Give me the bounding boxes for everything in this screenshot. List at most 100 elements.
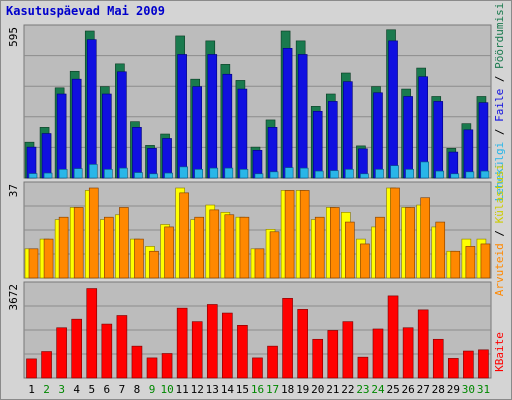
- bar-arvuteid: [149, 250, 159, 279]
- bar-kbaite: [191, 321, 203, 379]
- bar-lehekulgi: [269, 171, 279, 179]
- bar-kbaite: [312, 338, 324, 379]
- bar-arvuteid: [179, 192, 189, 279]
- bar-lehekulgi: [209, 167, 219, 179]
- bar-faile: [463, 129, 474, 179]
- legend-panel-2: Arvuteid / Külastusi: [493, 164, 506, 296]
- x-tick-label: 27: [417, 383, 430, 396]
- bar-kbaite: [282, 298, 293, 379]
- x-tick-label: 5: [88, 383, 95, 396]
- legend-part: KBaite: [493, 332, 506, 372]
- bar-kbaite: [478, 349, 489, 379]
- x-tick-label: 28: [432, 383, 445, 396]
- bar-faile: [192, 86, 203, 179]
- x-tick-label: 24: [371, 383, 385, 396]
- x-tick-label: 21: [326, 383, 339, 396]
- bar-arvuteid: [390, 187, 400, 279]
- bar-arvuteid: [58, 216, 69, 279]
- x-tick-label: 30: [462, 383, 475, 396]
- bar-lehekulgi: [254, 173, 264, 179]
- bar-lehekulgi: [58, 169, 68, 179]
- bar-faile: [267, 127, 278, 179]
- bar-lehekulgi: [224, 167, 234, 179]
- legend-part: /: [493, 69, 506, 89]
- chart-title: Kasutuspäevad Mai 2009: [6, 4, 165, 18]
- bar-arvuteid: [345, 221, 355, 279]
- legend-part: /: [493, 122, 506, 142]
- bar-lehekulgi: [450, 173, 460, 179]
- bar-lehekulgi: [420, 161, 429, 179]
- bar-kbaite: [402, 327, 414, 379]
- bar-lehekulgi: [134, 172, 143, 179]
- bar-lehekulgi: [345, 169, 354, 179]
- x-tick-label: 9: [149, 383, 156, 396]
- bar-kbaite: [222, 312, 233, 379]
- legend-part: Külastusi: [493, 164, 506, 224]
- x-tick-label: 17: [266, 383, 279, 396]
- bar-faile: [162, 138, 172, 179]
- bar-arvuteid: [480, 243, 491, 279]
- x-tick-label: 11: [176, 383, 189, 396]
- bar-lehekulgi: [314, 170, 324, 179]
- bar-lehekulgi: [179, 166, 188, 179]
- x-tick-label: 19: [296, 383, 309, 396]
- bar-kbaite: [71, 318, 82, 379]
- bar-arvuteid: [360, 243, 370, 279]
- bar-faile: [71, 78, 82, 179]
- bar-faile: [56, 93, 67, 179]
- x-tick-label: 2: [43, 383, 50, 396]
- bar-arvuteid: [43, 238, 54, 279]
- bar-lehekulgi: [119, 167, 128, 179]
- bar-arvuteid: [209, 209, 220, 279]
- bar-lehekulgi: [360, 173, 369, 179]
- legend-part: Lehekülgi: [493, 142, 506, 202]
- bar-faile: [41, 133, 52, 179]
- bar-faile: [388, 40, 398, 179]
- bar-faile: [237, 88, 248, 179]
- bar-kbaite: [342, 321, 354, 379]
- bar-kbaite: [237, 325, 248, 379]
- bar-kbaite: [252, 357, 263, 379]
- bar-arvuteid: [194, 216, 205, 279]
- bar-kbaite: [432, 338, 444, 379]
- y-max-label: 595: [7, 27, 20, 47]
- bar-arvuteid: [224, 214, 235, 279]
- bar-kbaite: [372, 328, 384, 379]
- bar-lehekulgi: [104, 169, 113, 179]
- bar-arvuteid: [450, 250, 461, 279]
- bar-lehekulgi: [284, 167, 294, 179]
- bar-arvuteid: [375, 216, 385, 279]
- x-tick-label: 29: [447, 383, 460, 396]
- bar-faile: [177, 54, 187, 179]
- bar-faile: [207, 54, 218, 179]
- bar-faile: [132, 127, 142, 179]
- bar-kbaite: [417, 309, 429, 379]
- bar-lehekulgi: [194, 169, 204, 179]
- x-tick-label: 1: [28, 383, 35, 396]
- legend-part: Pöördumisi: [493, 3, 506, 69]
- bar-kbaite: [327, 330, 339, 379]
- bar-arvuteid: [465, 246, 476, 279]
- bar-faile: [282, 47, 293, 179]
- bar-arvuteid: [239, 216, 250, 279]
- y-max-label: 3672: [7, 284, 20, 311]
- bar-kbaite: [387, 295, 399, 379]
- x-tick-label: 15: [236, 383, 249, 396]
- x-tick-label: 14: [221, 383, 235, 396]
- bar-arvuteid: [73, 207, 84, 279]
- bar-arvuteid: [88, 187, 99, 279]
- bar-kbaite: [41, 351, 52, 379]
- x-tick-label: 26: [402, 383, 415, 396]
- bar-arvuteid: [269, 231, 280, 279]
- bar-kbaite: [101, 323, 113, 379]
- bar-lehekulgi: [329, 170, 339, 179]
- bar-lehekulgi: [88, 164, 98, 179]
- bar-arvuteid: [405, 207, 415, 279]
- bar-arvuteid: [28, 248, 39, 279]
- bar-lehekulgi: [375, 169, 384, 179]
- bar-lehekulgi: [390, 165, 399, 179]
- y-max-label: 37: [7, 184, 20, 197]
- x-tick-label: 22: [341, 383, 354, 396]
- bar-kbaite: [26, 358, 37, 379]
